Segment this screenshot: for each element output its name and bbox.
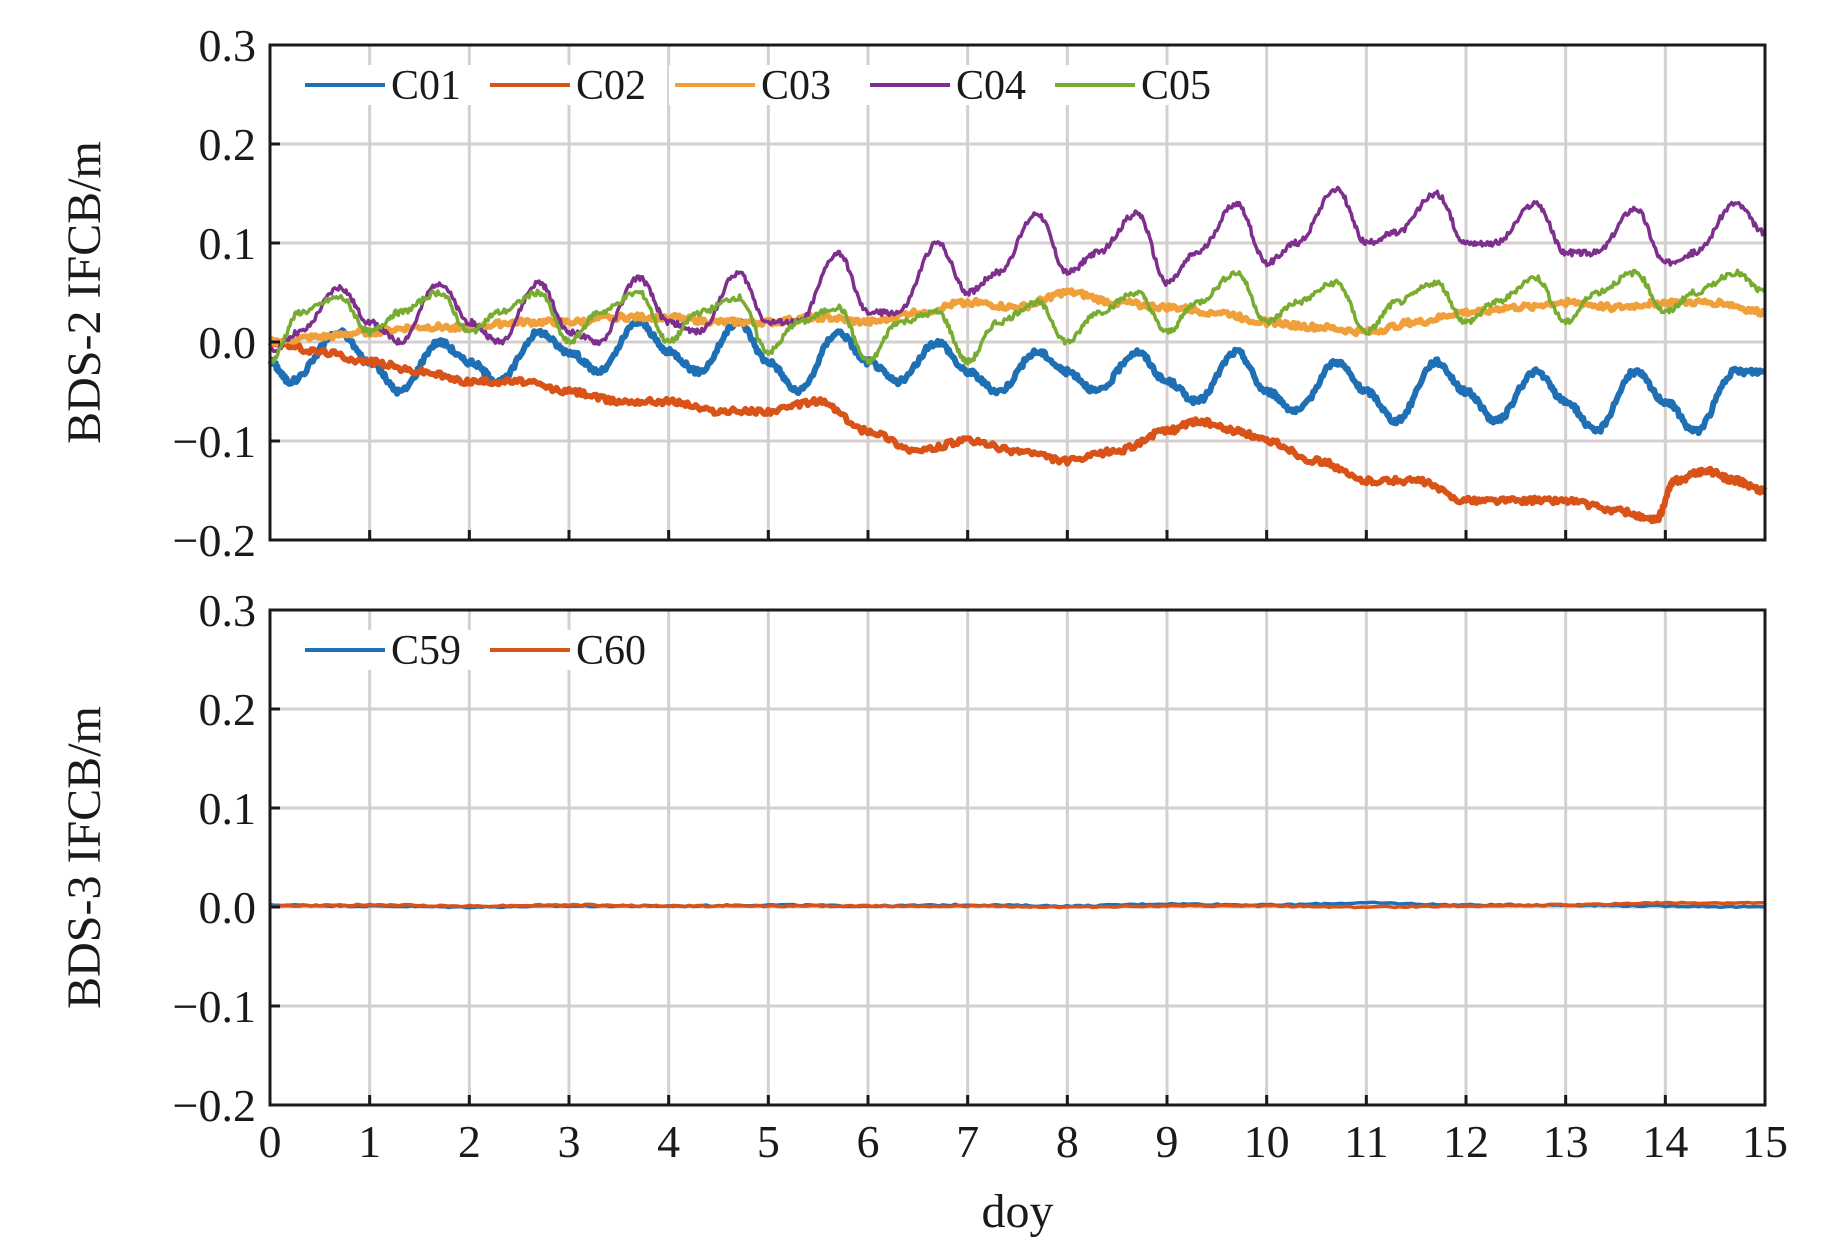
y-tick-label: −0.1 — [173, 416, 256, 467]
x-tick-label: 9 — [1156, 1116, 1179, 1167]
legend-label: C03 — [761, 63, 831, 109]
grid — [270, 45, 1765, 540]
series-line-c03 — [268, 287, 1767, 348]
series-line-c60 — [269, 900, 1766, 910]
y-axis: 0.3 0.2 0.1 0.0 −0.1 −0.2 — [173, 585, 280, 1131]
x-tick-label: 4 — [657, 1116, 680, 1167]
x-axis: 0 1 2 3 4 5 6 7 8 9 10 11 12 13 14 15 — [259, 1095, 1788, 1167]
y-tick-label: 0.2 — [199, 119, 257, 170]
x-tick-label: 13 — [1543, 1116, 1589, 1167]
series-line-c01 — [267, 317, 1767, 437]
x-tick-label: 14 — [1642, 1116, 1688, 1167]
grid — [270, 610, 1765, 1105]
series-line-c04 — [269, 185, 1767, 354]
legend-item-c59: C59 — [299, 628, 478, 674]
x-tick-label: 3 — [558, 1116, 581, 1167]
y-tick-label: 0.2 — [199, 684, 257, 735]
legend-label: C59 — [391, 628, 461, 674]
x-axis-title: doy — [982, 1185, 1054, 1238]
y-tick-label: −0.2 — [173, 515, 256, 566]
legend: C01 C02 C03 C04 C05 — [299, 63, 1228, 109]
x-tick-label: 12 — [1443, 1116, 1489, 1167]
y-axis-title: BDS-3 IFCB/m — [58, 706, 111, 1009]
series-line-c05 — [268, 268, 1767, 366]
legend: C59 C60 — [299, 628, 663, 674]
x-tick-label: 10 — [1244, 1116, 1290, 1167]
x-tick-label: 6 — [857, 1116, 880, 1167]
x-axis — [268, 530, 1767, 540]
plot-frame — [268, 43, 1767, 542]
x-tick-label: 1 — [358, 1116, 381, 1167]
series-group — [269, 900, 1766, 910]
y-axis: 0.3 0.2 0.1 0.0 −0.1 −0.2 — [173, 20, 280, 566]
y-tick-label: 0.3 — [199, 20, 257, 71]
y-tick-label: −0.1 — [173, 981, 256, 1032]
legend-label: C60 — [576, 628, 646, 674]
legend-label: C02 — [576, 63, 646, 109]
legend-label: C05 — [1141, 63, 1211, 109]
x-tick-label: 2 — [458, 1116, 481, 1167]
plot-frame — [268, 608, 1767, 1107]
bds3-panel: 0 1 2 3 4 5 6 7 8 9 10 11 12 13 14 150.30.20.10.0−0.1−0… — [58, 585, 1788, 1238]
x-tick-label: 11 — [1344, 1116, 1388, 1167]
y-tick-label: −0.2 — [173, 1080, 256, 1131]
legend-item-c60: C60 — [484, 628, 663, 674]
x-tick-label: 5 — [757, 1116, 780, 1167]
series-line-c02 — [267, 338, 1768, 525]
legend-item-c03: C03 — [669, 63, 858, 109]
x-tick-label: 7 — [956, 1116, 979, 1167]
x-tick-label: 0 — [259, 1116, 282, 1167]
legend-item-c05: C05 — [1049, 63, 1228, 109]
legend-item-c02: C02 — [484, 63, 663, 109]
y-tick-label: 0.0 — [199, 317, 257, 368]
legend-item-c01: C01 — [299, 63, 478, 109]
series-group — [267, 185, 1768, 525]
x-tick-label: 15 — [1742, 1116, 1788, 1167]
legend-item-c04: C04 — [864, 63, 1043, 109]
y-axis-title: BDS-2 IFCB/m — [58, 141, 111, 444]
x-tick-label: 8 — [1056, 1116, 1079, 1167]
y-tick-label: 0.3 — [199, 585, 257, 636]
y-tick-label: 0.1 — [199, 783, 257, 834]
legend-label: C01 — [391, 63, 461, 109]
y-tick-label: 0.0 — [199, 882, 257, 933]
legend-label: C04 — [956, 63, 1026, 109]
y-tick-label: 0.1 — [199, 218, 257, 269]
